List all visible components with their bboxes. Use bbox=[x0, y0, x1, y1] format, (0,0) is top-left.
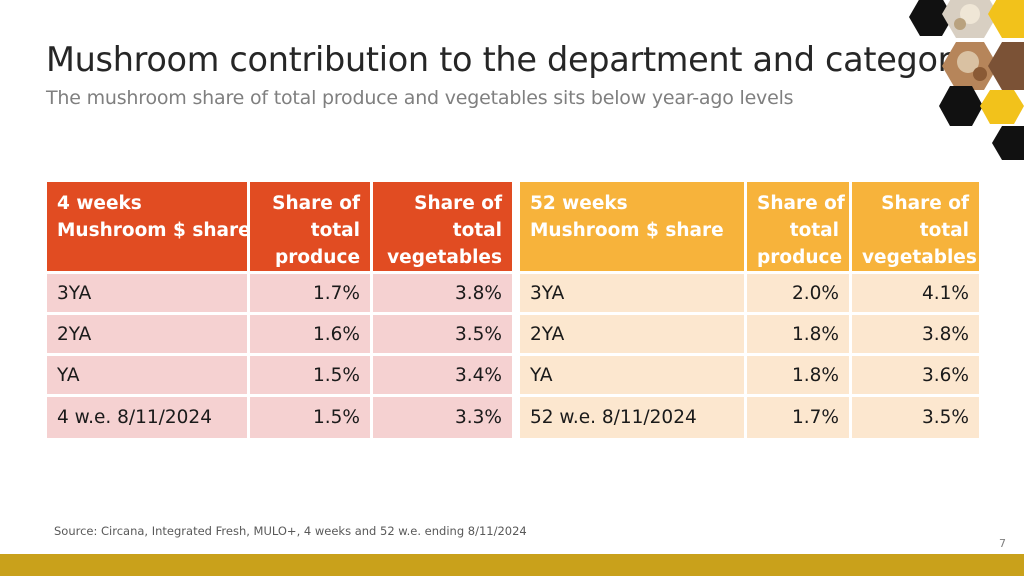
row-label: 2YA bbox=[520, 315, 747, 356]
header-line: Share of bbox=[757, 193, 845, 214]
produce-share-cell: 1.8% bbox=[747, 315, 852, 356]
row-label: 3YA bbox=[520, 274, 747, 315]
period-header-line: Mushroom $ share bbox=[57, 220, 251, 241]
period-header: 52 weeks Mushroom $ share bbox=[520, 182, 747, 274]
header-line: total bbox=[452, 220, 502, 241]
row-label: YA bbox=[520, 356, 747, 397]
vegetables-share-cell: 3.4% bbox=[373, 356, 512, 397]
produce-share-header: Share of total produce bbox=[747, 182, 852, 274]
mushroom-cap-photo-detail bbox=[957, 51, 979, 73]
row-label: YA bbox=[47, 356, 250, 397]
produce-share-cell: 1.7% bbox=[250, 274, 373, 315]
table-row: 3YA 2.0% 4.1% bbox=[520, 274, 979, 315]
table-row: 3YA 1.7% 3.8% bbox=[47, 274, 512, 315]
vegetables-share-cell: 3.3% bbox=[373, 397, 512, 438]
period-header-line: 4 weeks bbox=[57, 193, 142, 214]
four-week-share-table: 4 weeks Mushroom $ share Share of total … bbox=[47, 182, 512, 438]
table-row: YA 1.8% 3.6% bbox=[520, 356, 979, 397]
vegetables-share-cell: 3.8% bbox=[373, 274, 512, 315]
slide-subtitle: The mushroom share of total produce and … bbox=[46, 87, 794, 109]
period-header: 4 weeks Mushroom $ share bbox=[47, 182, 251, 274]
mushroom-cap-photo-detail bbox=[954, 18, 966, 30]
page-number: 7 bbox=[999, 537, 1006, 550]
produce-share-header: Share of total produce bbox=[250, 182, 373, 274]
header-line: vegetables bbox=[387, 247, 502, 268]
vegetables-share-cell: 3.6% bbox=[852, 356, 979, 397]
hexagon-tile-dark bbox=[909, 0, 953, 36]
source-note: Source: Circana, Integrated Fresh, MULO+… bbox=[54, 524, 527, 538]
vegetables-share-cell: 3.5% bbox=[373, 315, 512, 356]
hexagon-tile-mushroom-photo bbox=[988, 42, 1024, 90]
produce-share-cell: 2.0% bbox=[747, 274, 852, 315]
produce-share-cell: 1.6% bbox=[250, 315, 373, 356]
table-header-row: 52 weeks Mushroom $ share Share of total… bbox=[520, 182, 979, 274]
header-line: vegetables bbox=[862, 247, 977, 268]
header-line: Share of bbox=[272, 193, 360, 214]
table-header-row: 4 weeks Mushroom $ share Share of total … bbox=[47, 182, 512, 274]
footer-bar bbox=[0, 554, 1024, 576]
row-label: 52 w.e. 8/11/2024 bbox=[520, 397, 747, 438]
table-row: 4 w.e. 8/11/2024 1.5% 3.3% bbox=[47, 397, 512, 438]
header-line: Share of bbox=[881, 193, 969, 214]
mushroom-cap-photo-detail bbox=[973, 67, 987, 81]
vegetables-share-cell: 4.1% bbox=[852, 274, 979, 315]
vegetables-share-header: Share of total vegetables bbox=[852, 182, 979, 274]
row-label: 4 w.e. 8/11/2024 bbox=[47, 397, 250, 438]
slide-title: Mushroom contribution to the department … bbox=[46, 40, 971, 79]
row-label: 3YA bbox=[47, 274, 250, 315]
fifty-two-week-share-table: 52 weeks Mushroom $ share Share of total… bbox=[520, 182, 979, 438]
header-line: produce bbox=[757, 247, 843, 268]
produce-share-cell: 1.8% bbox=[747, 356, 852, 397]
vegetables-share-cell: 3.8% bbox=[852, 315, 979, 356]
header-line: Share of bbox=[414, 193, 502, 214]
header-line: total bbox=[919, 220, 969, 241]
hexagon-tile-dark bbox=[939, 86, 983, 126]
period-header-line: Mushroom $ share bbox=[530, 220, 724, 241]
period-header-line: 52 weeks bbox=[530, 193, 628, 214]
table-row: 2YA 1.8% 3.8% bbox=[520, 315, 979, 356]
row-label: 2YA bbox=[47, 315, 250, 356]
header-line: total bbox=[789, 220, 839, 241]
header-line: produce bbox=[274, 247, 360, 268]
vegetables-share-cell: 3.5% bbox=[852, 397, 979, 438]
produce-share-cell: 1.7% bbox=[747, 397, 852, 438]
produce-share-cell: 1.5% bbox=[250, 397, 373, 438]
hexagon-tile-yellow bbox=[988, 0, 1024, 38]
mushroom-cap-photo-detail bbox=[960, 4, 980, 24]
hexagon-tile-dark bbox=[992, 126, 1024, 160]
table-row: YA 1.5% 3.4% bbox=[47, 356, 512, 397]
header-line: total bbox=[310, 220, 360, 241]
table-row: 52 w.e. 8/11/2024 1.7% 3.5% bbox=[520, 397, 979, 438]
produce-share-cell: 1.5% bbox=[250, 356, 373, 397]
mushroom-photo-hexagon-icon bbox=[909, 0, 1024, 160]
vegetables-share-header: Share of total vegetables bbox=[373, 182, 512, 274]
table-row: 2YA 1.6% 3.5% bbox=[47, 315, 512, 356]
hexagon-tile-yellow bbox=[980, 90, 1024, 124]
